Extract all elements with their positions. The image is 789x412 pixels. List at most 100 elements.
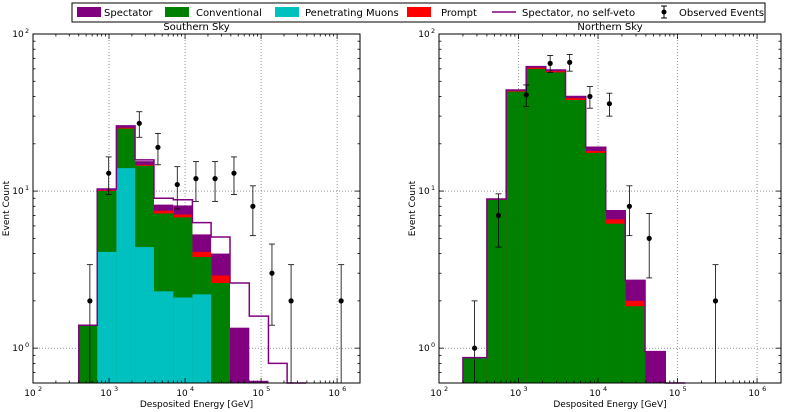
axes-frame <box>438 33 782 384</box>
chart-title: Northern Sky <box>577 22 642 33</box>
observed-point <box>567 59 573 65</box>
bar-conventional <box>625 306 646 383</box>
bar-penetrating <box>192 294 212 383</box>
y-tick-label: 10 <box>418 187 430 197</box>
observed-point <box>174 181 180 188</box>
x-tick-label: 10 <box>669 389 681 399</box>
observed-point <box>136 120 142 126</box>
x-tick-label: 10 <box>24 389 36 399</box>
step-line-spectator-no-veto <box>78 125 307 384</box>
x-tick-exponent: 3 <box>114 385 118 393</box>
x-tick-label: 10 <box>430 389 442 399</box>
y-tick-exponent: 0 <box>431 341 435 349</box>
x-tick-exponent: 3 <box>524 385 528 393</box>
observed-point <box>471 345 478 351</box>
spectator-no-veto-step <box>462 65 686 384</box>
y-tick-exponent: 1 <box>431 184 435 192</box>
bar-conventional <box>565 100 586 384</box>
x-axis-label: Desposited Energy [GeV] <box>140 400 253 410</box>
observed-point <box>587 93 593 100</box>
legend-label-observed: Observed Events <box>679 8 764 19</box>
bar-conventional <box>585 152 606 383</box>
spectator-no-veto-step <box>78 125 307 384</box>
axes-box <box>438 33 782 384</box>
y-tick-label: 10 <box>12 187 24 197</box>
step-line-spectator-no-veto <box>462 65 686 384</box>
legend-label-spectator: Spectator <box>104 8 153 19</box>
x-tick-exponent: 2 <box>444 385 448 393</box>
observed-point <box>106 170 112 176</box>
x-tick-exponent: 6 <box>342 385 346 393</box>
x-tick-exponent: 5 <box>683 385 687 393</box>
bar-conventional <box>78 325 98 383</box>
chart-panel-southern-sky: 10 2 10 3 10 4 10 5 10 610 010 110 2 Southern Sky De… <box>2 22 361 410</box>
bar-conventional <box>605 223 626 383</box>
observed-point <box>646 235 652 241</box>
observed-point <box>495 212 502 219</box>
y-tick-exponent: 1 <box>25 184 29 192</box>
x-tick-exponent: 4 <box>190 385 194 393</box>
legend-marker-observed <box>661 9 667 15</box>
observed-point <box>250 203 256 209</box>
bar-spectator <box>249 380 269 383</box>
bar-spectator <box>645 351 666 383</box>
observed-events <box>86 111 345 383</box>
chart-panel-northern-sky: 10 2 10 3 10 4 10 5 10 610 010 110 2 Northern Sky De… <box>408 22 782 410</box>
bar-conventional <box>545 72 566 383</box>
bar-conventional <box>211 282 230 383</box>
bar-penetrating <box>135 247 154 383</box>
x-tick-label: 10 <box>176 389 188 399</box>
y-axis-label: Event Count <box>408 180 418 236</box>
legend-swatch-conventional <box>165 7 189 17</box>
observed-point <box>87 298 93 304</box>
x-axis-label: Desposited Energy [GeV] <box>553 400 666 410</box>
tick-marks: 10 2 10 3 10 4 10 5 10 610 010 110 2 <box>12 27 361 399</box>
legend-label-penetrating: Penetrating Muons <box>305 8 399 19</box>
observed-point <box>547 60 553 66</box>
legend-label-conventional: Conventional <box>196 8 262 19</box>
x-tick-label: 10 <box>510 389 522 399</box>
observed-point <box>338 298 344 304</box>
y-tick-exponent: 0 <box>25 341 29 349</box>
observed-events <box>471 54 719 383</box>
x-tick-label: 10 <box>100 389 112 399</box>
y-tick-exponent: 2 <box>431 27 435 35</box>
tick-marks: 10 2 10 3 10 4 10 5 10 610 010 110 2 <box>418 27 782 399</box>
x-tick-label: 10 <box>328 389 340 399</box>
observed-point <box>288 298 294 304</box>
x-tick-label: 10 <box>252 389 264 399</box>
y-tick-exponent: 2 <box>25 27 29 35</box>
legend-label-spectator-no-veto: Spectator, no self-veto <box>522 8 635 19</box>
legend: Spectator Conventional Penetrating Muons… <box>71 2 766 23</box>
legend-swatch-prompt <box>407 7 431 17</box>
bar-penetrating <box>116 168 136 383</box>
observed-point <box>193 176 199 182</box>
axes-box <box>32 33 361 384</box>
x-tick-exponent: 2 <box>38 385 42 393</box>
axes-frame <box>32 33 361 384</box>
observed-point <box>606 101 613 107</box>
bar-conventional <box>526 68 546 384</box>
observed-point <box>269 270 275 276</box>
y-tick-label: 10 <box>12 30 24 40</box>
observed-point <box>155 144 161 150</box>
legend-swatch-penetrating <box>275 7 299 17</box>
bar-conventional <box>506 91 527 383</box>
observed-point <box>212 176 218 182</box>
legend-label-prompt: Prompt <box>441 8 477 19</box>
stacked-bars <box>462 66 666 384</box>
observed-point <box>712 298 719 304</box>
y-tick-label: 10 <box>418 30 430 40</box>
y-tick-label: 10 <box>418 344 430 354</box>
x-tick-exponent: 4 <box>603 385 607 393</box>
y-tick-label: 10 <box>12 344 24 354</box>
bar-spectator <box>229 327 250 383</box>
y-axis-label: Event Count <box>2 180 12 236</box>
observed-point <box>626 203 632 209</box>
bar-penetrating <box>97 251 117 383</box>
observed-point <box>523 92 529 98</box>
bar-penetrating <box>173 297 193 383</box>
x-tick-exponent: 5 <box>266 385 270 393</box>
bar-conventional <box>486 199 507 383</box>
x-tick-label: 10 <box>589 389 601 399</box>
